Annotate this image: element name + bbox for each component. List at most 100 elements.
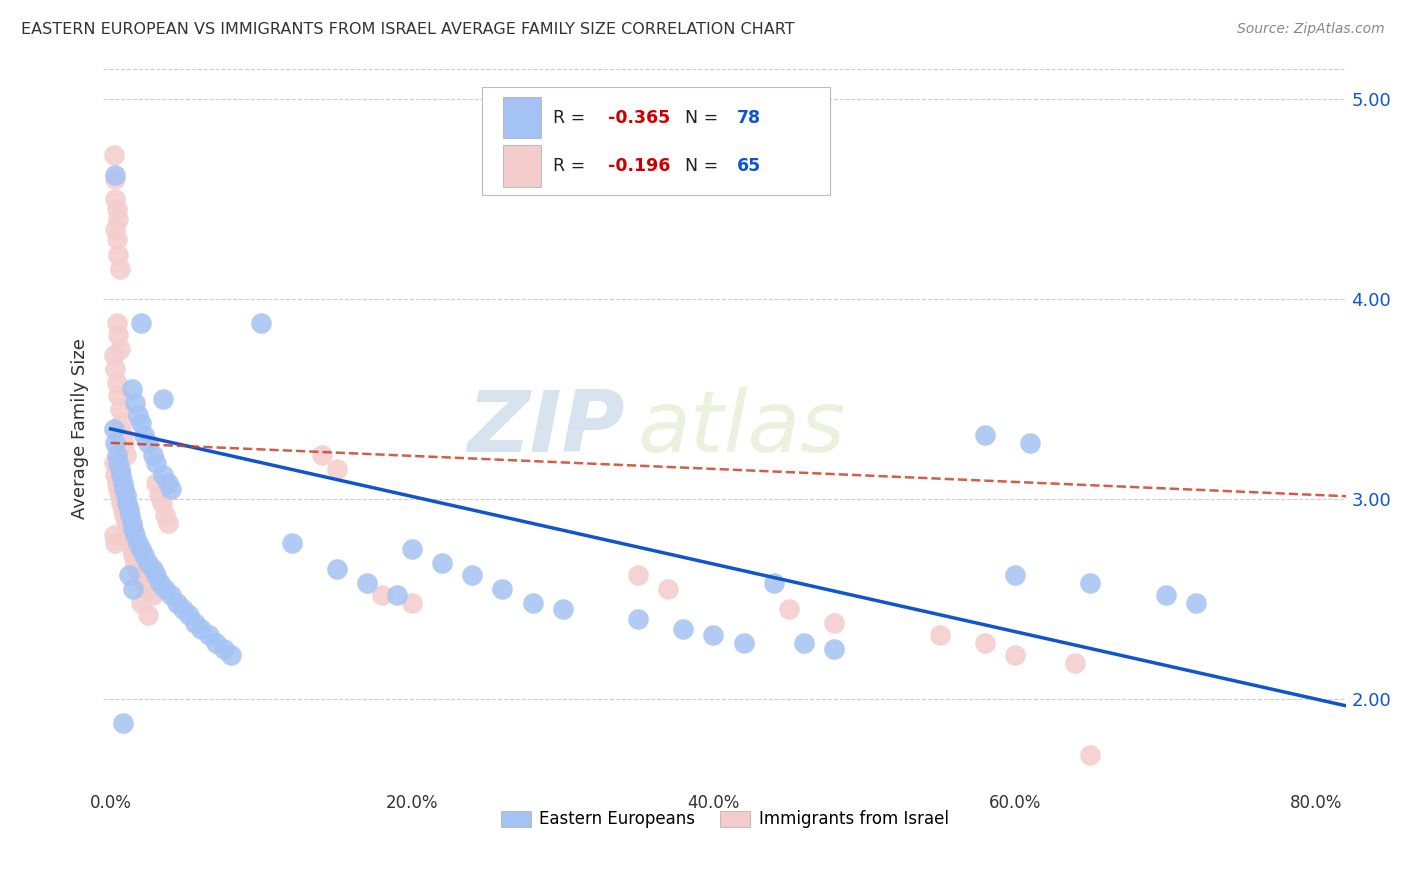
Point — [104, 192, 127, 206]
Point — [145, 456, 167, 470]
Point — [105, 316, 128, 330]
Point — [153, 508, 176, 522]
Point — [118, 502, 141, 516]
FancyBboxPatch shape — [503, 145, 541, 186]
Point — [1004, 568, 1026, 582]
Point — [115, 522, 138, 536]
Point — [108, 488, 131, 502]
Point — [105, 376, 128, 390]
Point — [104, 536, 127, 550]
Point — [166, 596, 188, 610]
Point — [160, 588, 183, 602]
Point — [385, 588, 408, 602]
Point — [107, 456, 129, 470]
Text: 78: 78 — [737, 109, 761, 127]
Point — [142, 588, 165, 602]
Point — [138, 556, 160, 570]
Point — [152, 467, 174, 482]
Point — [401, 541, 423, 556]
Point — [432, 556, 454, 570]
Point — [627, 612, 650, 626]
Point — [401, 596, 423, 610]
Point — [103, 422, 125, 436]
Point — [138, 436, 160, 450]
Point — [1064, 656, 1087, 670]
Point — [156, 516, 179, 530]
Point — [111, 428, 134, 442]
Point — [108, 401, 131, 416]
Point — [928, 628, 950, 642]
Point — [103, 456, 125, 470]
Point — [823, 642, 845, 657]
Point — [120, 536, 142, 550]
Text: 65: 65 — [737, 157, 762, 175]
Point — [105, 475, 128, 490]
Point — [121, 516, 143, 530]
Point — [129, 596, 152, 610]
Point — [973, 428, 995, 442]
Point — [325, 462, 347, 476]
Point — [118, 568, 141, 582]
Point — [110, 496, 132, 510]
Point — [823, 615, 845, 630]
Point — [104, 221, 127, 235]
Point — [150, 496, 173, 510]
Text: ZIP: ZIP — [468, 387, 626, 470]
Point — [132, 428, 155, 442]
Point — [127, 536, 149, 550]
Point — [1078, 576, 1101, 591]
Point — [104, 467, 127, 482]
Point — [121, 541, 143, 556]
Point — [138, 608, 160, 623]
Point — [778, 602, 800, 616]
Point — [205, 636, 228, 650]
Text: EASTERN EUROPEAN VS IMMIGRANTS FROM ISRAEL AVERAGE FAMILY SIZE CORRELATION CHART: EASTERN EUROPEAN VS IMMIGRANTS FROM ISRA… — [21, 22, 794, 37]
Point — [112, 508, 135, 522]
Point — [129, 316, 152, 330]
Point — [108, 261, 131, 276]
Point — [124, 528, 146, 542]
Text: N =: N = — [685, 157, 724, 175]
Point — [733, 636, 755, 650]
Point — [107, 327, 129, 342]
Point — [129, 541, 152, 556]
Point — [371, 588, 394, 602]
Point — [127, 562, 149, 576]
Point — [114, 516, 136, 530]
Point — [145, 475, 167, 490]
Point — [120, 508, 142, 522]
Point — [1078, 748, 1101, 763]
Text: R =: R = — [553, 109, 591, 127]
Point — [1004, 648, 1026, 662]
Point — [104, 168, 127, 182]
Point — [177, 608, 200, 623]
Point — [108, 462, 131, 476]
Point — [461, 568, 484, 582]
Point — [148, 488, 170, 502]
Text: R =: R = — [553, 157, 591, 175]
Point — [110, 416, 132, 430]
Point — [107, 388, 129, 402]
Point — [311, 448, 333, 462]
Point — [190, 622, 212, 636]
Point — [111, 502, 134, 516]
Point — [122, 522, 145, 536]
Point — [627, 568, 650, 582]
Point — [1184, 596, 1206, 610]
FancyBboxPatch shape — [503, 96, 541, 138]
Point — [129, 416, 152, 430]
Point — [114, 448, 136, 462]
Point — [152, 392, 174, 406]
Point — [121, 382, 143, 396]
Point — [104, 171, 127, 186]
Point — [325, 562, 347, 576]
Point — [108, 342, 131, 356]
Point — [793, 636, 815, 650]
Point — [156, 475, 179, 490]
Point — [122, 548, 145, 562]
Point — [115, 496, 138, 510]
Point — [212, 642, 235, 657]
Point — [551, 602, 574, 616]
Point — [250, 316, 273, 330]
FancyBboxPatch shape — [482, 87, 831, 194]
